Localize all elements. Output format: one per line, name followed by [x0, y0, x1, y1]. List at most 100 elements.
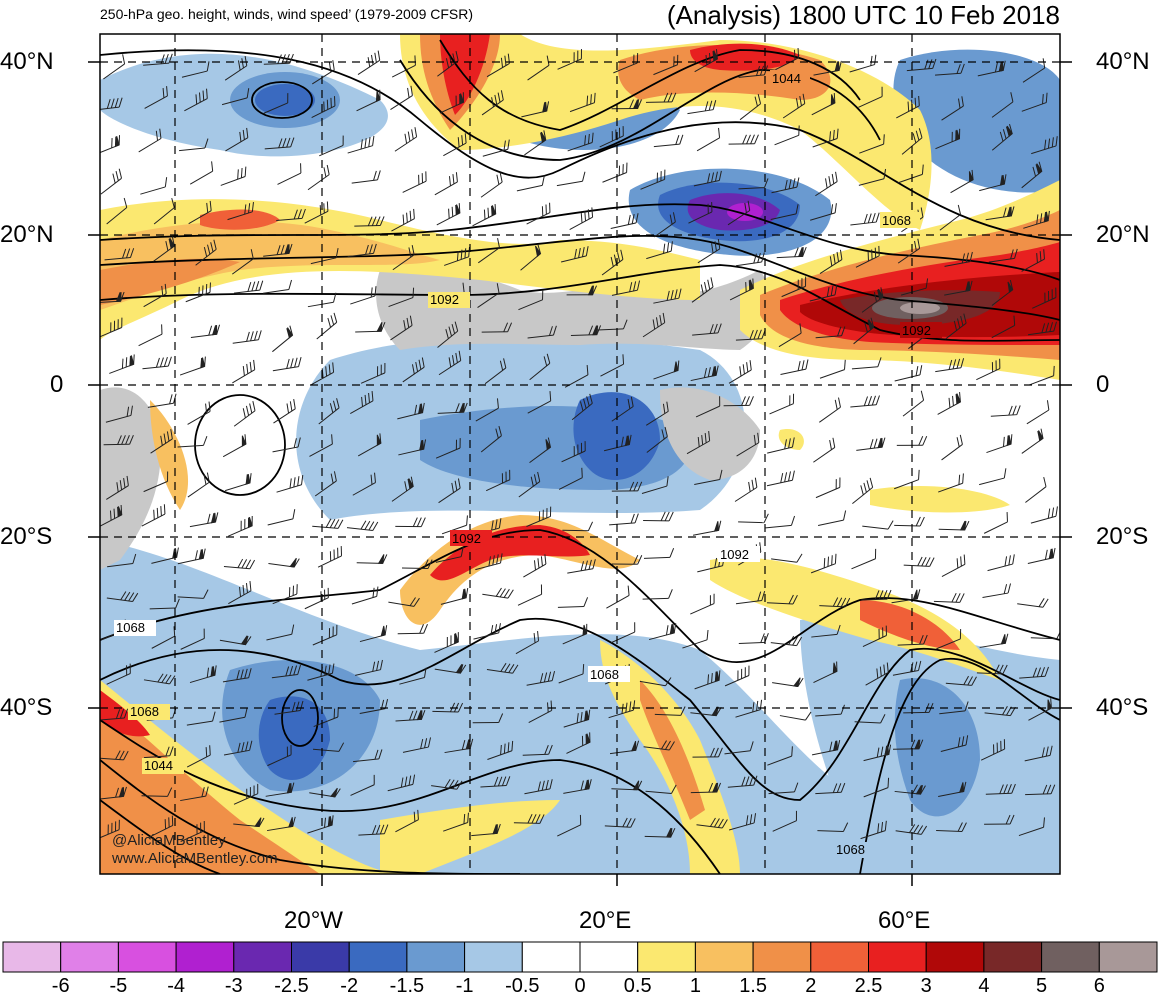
wind-barb	[571, 393, 593, 421]
wind-barb	[894, 516, 925, 527]
wind-barb	[856, 437, 886, 451]
colorbar-label: -4	[167, 975, 185, 997]
wind-barb	[939, 701, 969, 715]
colorbar-swatch	[521, 941, 581, 973]
contour-label: 1044	[772, 71, 801, 86]
colorbar-swatch	[117, 941, 177, 973]
wind-barb	[484, 358, 507, 385]
colorbar-label: -1.5	[389, 975, 425, 997]
lon-label: 60°E	[878, 907, 931, 934]
wind-barb	[1019, 666, 1049, 679]
wind-barb	[347, 135, 375, 154]
wind-barb	[644, 827, 676, 838]
wind-barb	[387, 774, 416, 792]
wind-barb	[891, 589, 921, 604]
wind-barb	[728, 360, 752, 384]
wind-barb	[813, 661, 838, 684]
wind-barb	[435, 546, 464, 563]
wind-barb	[599, 126, 624, 148]
colorbar-label: 0	[574, 975, 586, 997]
wind-barb	[853, 317, 875, 345]
wind-barb	[106, 197, 128, 225]
wind-barb	[477, 283, 500, 309]
wind-barb	[724, 665, 750, 687]
wind-barb	[849, 54, 877, 73]
wind-barb	[936, 822, 967, 832]
wind-barb	[187, 472, 210, 498]
wind-barb	[277, 163, 302, 185]
wind-barb	[728, 134, 759, 145]
wind-barb	[304, 587, 329, 610]
wind-barb	[735, 590, 766, 605]
wind-barb	[100, 786, 127, 800]
wind-barb	[486, 662, 519, 674]
wind-barb	[690, 593, 715, 615]
wind-barb	[1021, 92, 1048, 112]
land-south-america	[100, 387, 161, 570]
wind-barb	[697, 239, 721, 264]
wind-barb	[189, 512, 219, 528]
wind-barb	[1027, 547, 1056, 565]
wind-barb	[765, 515, 796, 529]
anomaly-pos-patch-2	[870, 485, 1010, 513]
jet-north-atlantic-3	[100, 258, 240, 305]
wind-barb	[769, 393, 795, 415]
wind-barb	[767, 746, 793, 766]
product-title: 250-hPa geo. height, winds, wind speed’ …	[100, 6, 474, 22]
wind-barb	[770, 204, 799, 221]
wind-barb	[858, 168, 887, 186]
wind-barb	[609, 740, 640, 755]
wind-barb	[611, 554, 643, 565]
contour-label: 1068	[590, 667, 619, 682]
wind-barb	[687, 100, 717, 115]
wind-barb	[179, 356, 206, 376]
colorbar-swatch	[464, 941, 523, 973]
colorbar-label: 2.5	[854, 975, 883, 997]
wind-barb	[566, 732, 591, 754]
wind-barb	[780, 359, 809, 375]
wind-barb	[438, 350, 462, 376]
wind-barb	[692, 747, 723, 758]
wind-barb	[817, 510, 847, 526]
wind-barb	[738, 178, 769, 190]
wind-barb	[140, 177, 168, 195]
colorbar-label: 1.5	[739, 975, 767, 997]
wind-barb	[273, 399, 296, 424]
wind-barb	[894, 469, 920, 490]
wind-barb	[850, 212, 880, 226]
wind-barb	[360, 363, 386, 384]
wind-barb	[643, 547, 675, 559]
wind-barb	[528, 700, 553, 723]
wind-barb	[935, 63, 965, 76]
wind-barb	[149, 598, 180, 610]
wind-barb	[266, 624, 295, 641]
wind-barb	[523, 554, 547, 578]
wind-barb	[184, 88, 208, 112]
wind-barb	[100, 750, 129, 761]
wind-barb	[988, 248, 1018, 263]
wind-barb	[852, 477, 874, 505]
wind-barb	[435, 438, 461, 459]
wind-barb	[222, 434, 247, 458]
wind-barb	[222, 668, 252, 683]
wind-barb	[776, 246, 807, 259]
wind-barb	[558, 467, 583, 490]
wind-barb	[487, 740, 514, 760]
wind-barb	[695, 396, 721, 418]
wind-barb	[318, 398, 340, 425]
wind-barb	[813, 437, 836, 463]
wind-barb	[521, 101, 550, 118]
wind-barb	[738, 513, 769, 524]
credit-site: www.AliciaMBentley.com	[112, 850, 278, 867]
colorbar-swatch	[1098, 941, 1158, 973]
wind-barb	[149, 815, 174, 838]
wind-barb	[100, 317, 123, 339]
wind-barb	[851, 357, 882, 370]
wind-barb	[854, 713, 886, 724]
wind-barb	[233, 817, 265, 828]
wind-barb	[481, 90, 504, 116]
wind-barb	[903, 556, 935, 567]
wind-barb	[894, 784, 926, 795]
wind-barb	[267, 744, 292, 767]
wind-barb	[527, 55, 550, 81]
